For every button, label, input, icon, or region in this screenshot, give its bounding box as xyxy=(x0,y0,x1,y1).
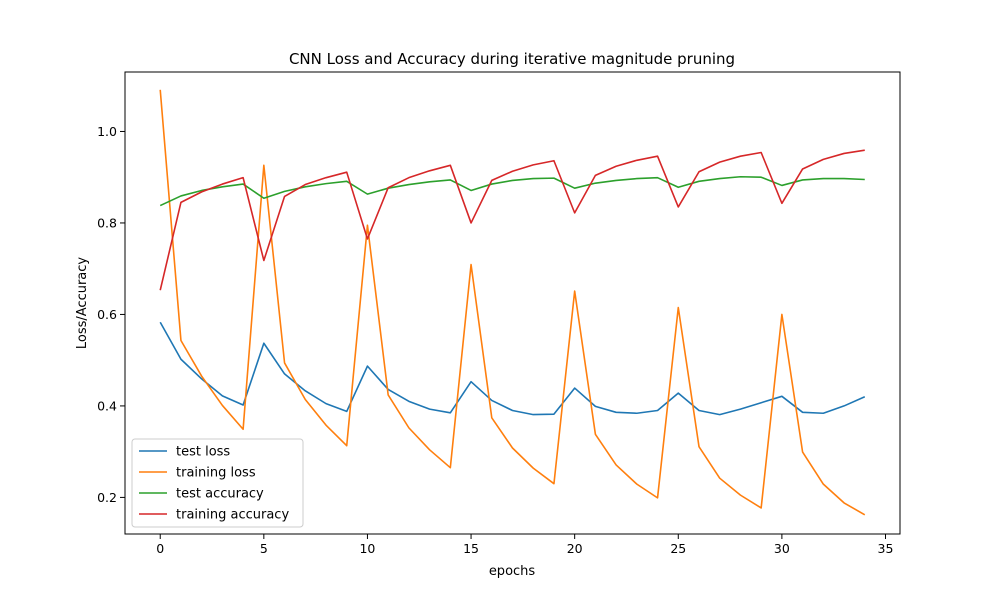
series-line-training-loss xyxy=(159,89,866,516)
x-tick-label: 35 xyxy=(878,541,894,556)
x-tick-label: 10 xyxy=(359,541,375,556)
legend: test loss training loss test accuracy train… xyxy=(131,438,304,528)
series-layer xyxy=(159,89,866,516)
series-line-test-accuracy xyxy=(159,175,865,207)
legend-label-test-loss: test loss xyxy=(176,445,230,460)
series-line-training-accuracy xyxy=(159,149,865,291)
ticks-layer: 0 5 10 15 20 25 30 35 0.2 0.4 0.6 0.8 1.0 xyxy=(97,124,893,556)
x-axis-label: epochs xyxy=(489,564,536,579)
legend-label-test-accuracy: test accuracy xyxy=(176,487,264,502)
chart-title: CNN Loss and Accuracy during iterative m… xyxy=(289,50,735,68)
series-line-test-loss xyxy=(159,321,866,416)
legend-label-training-accuracy: training accuracy xyxy=(176,508,289,523)
x-tick-label: 20 xyxy=(567,541,583,556)
x-tick-label: 25 xyxy=(670,541,686,556)
y-tick-label: 0.4 xyxy=(97,398,117,413)
y-tick-label: 1.0 xyxy=(97,124,117,139)
y-axis-label: Loss/Accuracy xyxy=(75,257,90,350)
x-tick-label: 30 xyxy=(774,541,790,556)
x-tick-label: 15 xyxy=(463,541,479,556)
legend-label-training-loss: training loss xyxy=(176,466,256,481)
plot-frame xyxy=(124,71,901,535)
y-tick-label: 0.6 xyxy=(97,307,117,322)
y-tick-label: 0.8 xyxy=(97,215,117,230)
x-tick-label: 5 xyxy=(260,541,268,556)
legend-box xyxy=(131,438,304,528)
y-tick-label: 0.2 xyxy=(97,490,117,505)
x-tick-label: 0 xyxy=(156,541,164,556)
